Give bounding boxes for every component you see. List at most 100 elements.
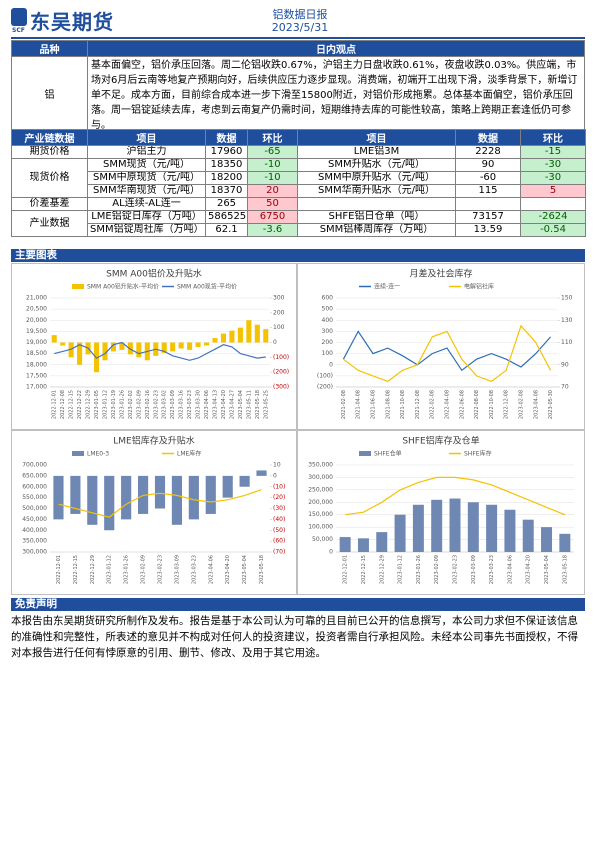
y-tick-label: 200 — [322, 339, 334, 346]
x-tick-label: 2023-04-13 — [213, 390, 219, 419]
x-tick-label: 2023-03-30 — [196, 390, 202, 419]
change-cell: 50 — [247, 197, 298, 211]
y2-tick-label: (30) — [273, 505, 285, 512]
x-tick-label: 2023-04-06 — [507, 555, 513, 584]
x-tick-label: 2023-01-26 — [119, 390, 125, 419]
data-row: SMM中原现货（元/吨） 18200 -10 SMM中原升贴水（元/吨） -60 -30 — [12, 171, 586, 185]
x-tick-label: 2023-04-20 — [225, 555, 231, 584]
header-cell: 数据 — [455, 129, 521, 146]
section-bar: 主要图表 — [11, 249, 585, 262]
x-tick-label: 2023-04-08 — [533, 390, 539, 419]
y2-tick-label: (100) — [273, 354, 289, 361]
logo-icon — [11, 8, 27, 26]
y2-tick-label: (200) — [273, 369, 289, 376]
y-tick-label: 350,000 — [308, 462, 333, 469]
bar — [187, 342, 193, 350]
variety: 铝 — [11, 56, 88, 135]
x-tick-label: 2021-10-08 — [400, 390, 406, 419]
x-tick-label: 2023-01-26 — [124, 555, 130, 584]
x-tick-label: 2022-08-08 — [474, 390, 480, 419]
opinion-text: 基本面偏空，铝价承压回落。周二伦铝收跌0.67%，沪铝主力日盘收跌0.61%，夜… — [87, 56, 585, 135]
y-tick-label: 500 — [322, 306, 334, 313]
bar — [431, 499, 443, 552]
y2-tick-label: 150 — [561, 295, 573, 302]
data-row: 产业数据 LME铝锭日库存（万吨） 586525 6750 SHFE铝日仓单（吨） 731… — [11, 210, 586, 237]
x-tick-label: 2023-03-23 — [489, 555, 495, 584]
bar — [376, 532, 388, 552]
change-cell: -30 — [520, 171, 586, 185]
x-tick-label: 2023-01-05 — [94, 390, 100, 419]
y2-tick-label: (300) — [273, 384, 289, 391]
change-cell: -0.54 — [520, 223, 586, 237]
value-cell: -60 — [455, 171, 521, 185]
report-date: 2023/5/31 — [271, 21, 329, 34]
x-tick-label: 2023-03-09 — [170, 390, 176, 419]
bar — [212, 338, 218, 343]
legend-label: 电解铝社库 — [464, 283, 494, 291]
y-tick-label: 400 — [322, 317, 334, 324]
bar — [136, 342, 142, 358]
x-tick-label: 2023-04-27 — [229, 390, 235, 419]
y-tick-label: 700,000 — [22, 462, 47, 469]
y-tick-label: 200,000 — [308, 499, 333, 506]
x-tick-label: 2023-02-23 — [158, 555, 164, 584]
change-cell: -10 — [247, 158, 298, 172]
line — [58, 489, 262, 518]
y-tick-label: 300,000 — [308, 474, 333, 481]
line — [343, 324, 552, 383]
chart-title: SHFE铝库存及仓单 — [402, 435, 479, 447]
x-tick-label: 2023-05-25 — [263, 390, 269, 419]
chart-title: LME铝库存及升贴水 — [113, 435, 194, 447]
x-tick-label: 2021-04-08 — [356, 390, 362, 419]
y-tick-label: 300,000 — [22, 549, 47, 556]
x-tick-label: 2023-04-20 — [526, 555, 532, 584]
bar — [394, 514, 406, 552]
x-tick-label: 2023-02-16 — [145, 390, 151, 419]
data-row: 价差基差 AL连续-AL连一 265 50 — [11, 197, 586, 211]
item-cell: SMM中原现货（元/吨） — [87, 171, 206, 185]
x-tick-label: 2023-03-09 — [174, 555, 180, 584]
group-cell: 产业数据 — [11, 210, 88, 237]
x-tick-label: 2022-12-08 — [504, 390, 510, 419]
y-tick-label: 20,000 — [26, 317, 47, 324]
x-tick-label: 2023-05-30 — [548, 390, 554, 419]
chart-panel: LME铝库存及升贴水 LME0-3 LME库存 300,000 350,000 400,0… — [11, 430, 297, 595]
bar — [178, 342, 184, 349]
y-tick-label: 100 — [322, 350, 334, 357]
x-tick-label: 2023-02-09 — [141, 555, 147, 584]
x-tick-label: 2023-01-19 — [111, 390, 117, 419]
header-cell: 日内观点 — [87, 40, 585, 57]
y2-tick-label: 70 — [561, 384, 569, 391]
y-tick-label: 250,000 — [308, 486, 333, 493]
x-tick-label: 2022-12-29 — [379, 555, 385, 584]
empty-cell — [297, 197, 456, 211]
bar — [102, 342, 108, 361]
x-tick-label: 2022-04-08 — [445, 390, 451, 419]
header-cell: 品种 — [11, 40, 88, 57]
bar — [121, 475, 132, 520]
y-tick-label: 0 — [329, 549, 333, 556]
change-cell: -65 — [247, 145, 298, 159]
legend-swatch — [72, 451, 84, 456]
bar — [254, 324, 260, 343]
x-tick-label: 2023-03-23 — [191, 555, 197, 584]
report-title: 铝数据日报 — [272, 8, 328, 21]
x-tick-label: 2023-03-16 — [179, 390, 185, 419]
bar — [161, 342, 167, 353]
chart-panel: SMM A00铝价及升贴水 SMM A00铝升贴水-平均价 SMM A00现货-平均… — [11, 263, 297, 430]
y2-tick-label: 110 — [561, 339, 573, 346]
x-tick-label: 2023-05-18 — [255, 390, 261, 419]
x-tick-label: 2022-12-01 — [343, 555, 349, 584]
x-tick-label: 2022-12-15 — [361, 555, 367, 584]
x-tick-label: 2023-05-04 — [238, 390, 244, 419]
change-cell: -15 — [520, 145, 586, 159]
item-cell: LME铝锭日库存（万吨） — [87, 210, 206, 224]
x-tick-label: 2023-03-23 — [187, 390, 193, 419]
bar — [70, 475, 81, 514]
bar — [220, 333, 226, 343]
data-row: SMM华南现货（元/吨） 18370 20 SMM华南升贴水（元/吨） 115 5 — [12, 184, 586, 198]
bar — [77, 342, 83, 365]
bar — [412, 504, 424, 552]
